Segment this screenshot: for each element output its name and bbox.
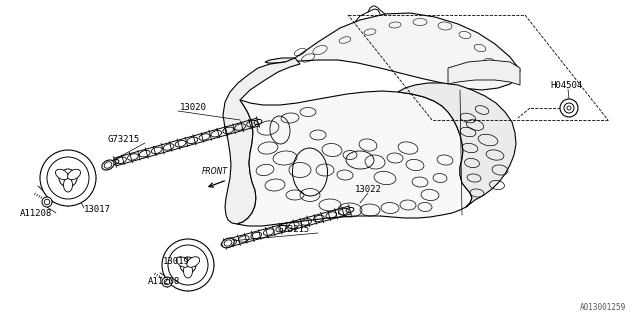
Circle shape	[564, 103, 574, 113]
Circle shape	[162, 239, 214, 291]
Ellipse shape	[187, 257, 200, 267]
Text: G73215: G73215	[108, 135, 140, 145]
Ellipse shape	[63, 178, 72, 192]
Ellipse shape	[68, 169, 81, 180]
Ellipse shape	[224, 240, 232, 246]
Circle shape	[64, 174, 72, 182]
Text: 13022: 13022	[355, 186, 382, 195]
Polygon shape	[223, 58, 300, 224]
Circle shape	[567, 106, 571, 110]
Polygon shape	[265, 13, 520, 90]
Text: 13019: 13019	[163, 257, 190, 266]
Circle shape	[42, 197, 52, 207]
Ellipse shape	[221, 238, 234, 248]
Polygon shape	[398, 83, 516, 207]
Ellipse shape	[177, 257, 189, 267]
Circle shape	[185, 262, 191, 268]
Text: 13020: 13020	[180, 103, 207, 113]
Ellipse shape	[184, 264, 193, 278]
Circle shape	[164, 279, 170, 285]
Circle shape	[59, 169, 77, 187]
Circle shape	[168, 245, 208, 285]
Circle shape	[44, 199, 50, 205]
Circle shape	[180, 257, 196, 273]
Text: 13017: 13017	[84, 205, 111, 214]
Text: A11208: A11208	[148, 277, 180, 286]
Text: G73215: G73215	[278, 226, 310, 235]
Circle shape	[162, 277, 172, 287]
Text: FRONT: FRONT	[202, 167, 228, 176]
Text: A11208: A11208	[20, 209, 52, 218]
Circle shape	[560, 99, 578, 117]
Text: A013001259: A013001259	[580, 303, 626, 312]
Ellipse shape	[104, 162, 112, 168]
Ellipse shape	[102, 160, 114, 170]
Text: H04504: H04504	[550, 82, 582, 91]
Ellipse shape	[56, 169, 68, 180]
Circle shape	[40, 150, 96, 206]
Polygon shape	[237, 91, 472, 226]
Circle shape	[47, 157, 89, 199]
Polygon shape	[448, 60, 520, 85]
